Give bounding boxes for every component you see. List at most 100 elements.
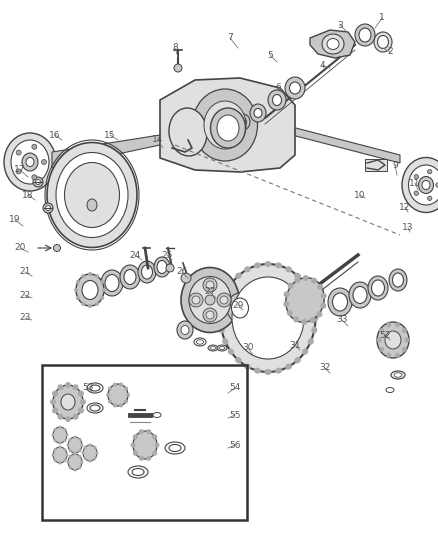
Ellipse shape [290,82,300,94]
Circle shape [93,446,96,449]
Circle shape [57,414,64,419]
Circle shape [146,429,151,434]
Ellipse shape [120,265,140,289]
Circle shape [59,446,61,448]
Ellipse shape [192,89,258,161]
Circle shape [133,451,138,456]
Ellipse shape [294,357,301,364]
Circle shape [81,451,85,455]
Circle shape [95,274,99,278]
Ellipse shape [392,273,403,287]
Circle shape [320,303,326,309]
Text: 33: 33 [336,316,348,325]
Circle shape [100,296,104,300]
Circle shape [64,459,67,462]
Circle shape [100,280,104,284]
Circle shape [65,416,71,422]
Ellipse shape [409,165,438,205]
Circle shape [395,322,400,327]
Text: 15: 15 [104,131,116,140]
Ellipse shape [138,261,156,283]
Text: 26: 26 [177,268,188,277]
Ellipse shape [378,36,389,49]
Ellipse shape [124,270,136,285]
Circle shape [166,264,174,272]
Circle shape [88,304,92,308]
Text: 54: 54 [230,384,241,392]
Ellipse shape [227,293,253,323]
Circle shape [74,469,77,472]
Ellipse shape [353,287,367,303]
Ellipse shape [177,321,193,339]
Ellipse shape [235,272,242,279]
Text: 32: 32 [319,364,331,373]
Text: 31: 31 [289,341,301,350]
Circle shape [386,353,391,358]
Ellipse shape [208,345,218,351]
Ellipse shape [181,268,239,333]
Ellipse shape [87,199,97,211]
Circle shape [69,449,71,452]
Circle shape [32,144,37,149]
Ellipse shape [204,101,246,149]
Circle shape [50,399,56,405]
Text: 5: 5 [267,51,273,60]
Text: 13: 13 [402,223,414,232]
Ellipse shape [332,293,347,311]
Ellipse shape [418,176,434,193]
Circle shape [152,434,157,439]
Ellipse shape [222,338,228,345]
Circle shape [64,439,67,442]
Ellipse shape [22,153,38,171]
Ellipse shape [169,445,181,451]
Polygon shape [310,30,355,58]
Circle shape [377,337,381,343]
Circle shape [124,386,128,391]
Ellipse shape [371,280,385,296]
Circle shape [76,296,80,300]
Ellipse shape [385,331,401,349]
Circle shape [205,295,215,305]
Circle shape [59,462,61,464]
Circle shape [293,317,299,322]
Circle shape [52,454,54,456]
Circle shape [74,435,77,439]
Circle shape [113,383,117,386]
Circle shape [119,403,123,407]
Circle shape [310,317,316,323]
Circle shape [414,175,418,179]
Circle shape [288,282,293,289]
Circle shape [402,347,407,352]
Ellipse shape [77,275,103,305]
Ellipse shape [285,266,292,272]
Circle shape [73,414,78,419]
Circle shape [84,446,87,449]
Circle shape [64,448,67,451]
Ellipse shape [302,349,308,355]
Circle shape [35,180,40,184]
Circle shape [78,408,84,414]
Ellipse shape [105,274,119,292]
Ellipse shape [285,77,305,99]
Ellipse shape [268,90,286,110]
Circle shape [64,428,67,431]
Circle shape [95,302,99,306]
Ellipse shape [211,346,215,350]
Ellipse shape [265,369,272,375]
Ellipse shape [272,94,282,106]
Circle shape [84,457,87,460]
Circle shape [66,433,68,437]
Text: 8: 8 [172,44,178,52]
Circle shape [124,399,128,403]
Text: 17: 17 [14,166,26,174]
Circle shape [321,293,327,299]
Text: 19: 19 [9,215,21,224]
Circle shape [311,278,317,284]
Text: 11: 11 [409,179,421,188]
Text: 22: 22 [19,290,31,300]
Circle shape [16,150,21,155]
Circle shape [217,293,231,307]
Text: 24: 24 [129,251,141,260]
Ellipse shape [4,133,56,191]
Text: 1: 1 [379,13,385,22]
